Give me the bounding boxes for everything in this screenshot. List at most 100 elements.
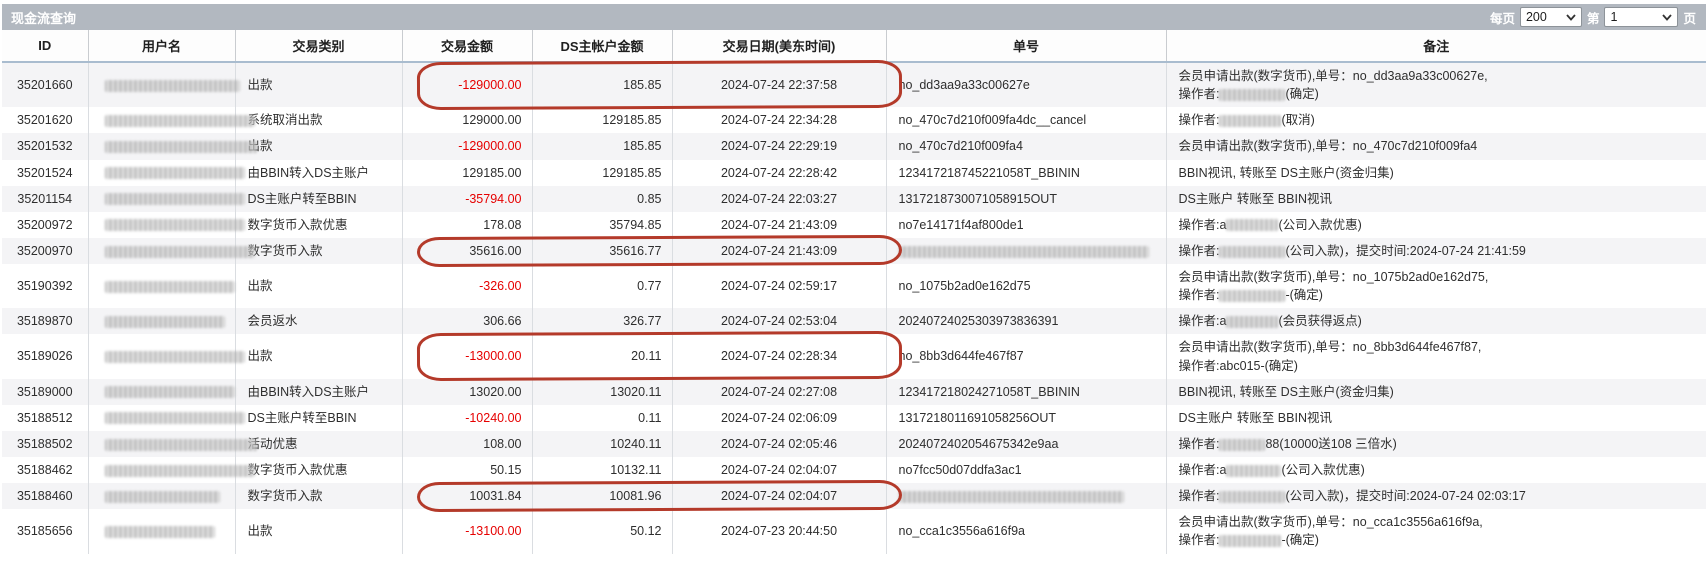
cell-date: 2024-07-24 02:28:34 bbox=[416, 331, 902, 382]
column-header-ds: DS主帐户金额 bbox=[531, 30, 672, 63]
cell-id: 35188462 bbox=[16, 463, 73, 477]
redacted-blur bbox=[1226, 315, 1279, 328]
cell-date: 2024-07-24 22:28:42 bbox=[671, 159, 886, 186]
cell-order bbox=[885, 483, 1166, 510]
cell-user bbox=[87, 404, 245, 431]
redacted-blur bbox=[104, 438, 257, 451]
cell-date: 2024-07-24 02:04:07 bbox=[416, 480, 902, 513]
cash-flow-table: ID 用户名 交易类别 交易金额 DS主帐户金额 交易日期(美东时间) 单号 备注 35201… bbox=[2, 30, 1706, 554]
table-row: 35188462 数字货币入款优惠 50.15 10132.11 2024-07-24 … bbox=[2, 457, 1706, 484]
cell-id: 35201532 bbox=[16, 139, 73, 154]
cell-type: DS主账户转至BBIN bbox=[234, 404, 402, 431]
cell-id: 35185656 bbox=[16, 524, 73, 539]
cell-order: no_cca1c3556a616f9a bbox=[885, 509, 1166, 554]
cell-id: 35200970 bbox=[16, 243, 73, 258]
redacted-blur bbox=[104, 412, 245, 425]
cell-ds: 35616.77 bbox=[531, 237, 672, 264]
redacted-blur bbox=[1219, 438, 1266, 451]
cell-user bbox=[87, 308, 235, 335]
cell-amount: 178.08 bbox=[401, 211, 532, 238]
table-row: 35200972 数字货币入款优惠 178.08 35794.85 2024-07-24… bbox=[2, 211, 1706, 238]
cell-type: 出款 bbox=[234, 62, 402, 108]
cell-type: 数字货币入款 bbox=[234, 483, 402, 510]
cell-amount: 306.66 bbox=[401, 308, 532, 335]
table-row: 35189026 出款 -13000.00 20.11 2024-07-24 02:28… bbox=[2, 331, 1706, 382]
cell-type: DS主账户转至BBIN bbox=[234, 185, 402, 212]
redacted-blur bbox=[104, 245, 255, 258]
cell-id: 35189870 bbox=[16, 314, 73, 329]
cell-type: 出款 bbox=[234, 334, 402, 379]
cell-remark: DS主账户 转账至 BBIN视讯 bbox=[1165, 404, 1706, 431]
table-row: 35188460 数字货币入款 10031.84 10081.96 2024-07-24… bbox=[2, 480, 1706, 513]
cell-type: 出款 bbox=[234, 133, 402, 160]
cell-amount: -35794.00 bbox=[401, 185, 532, 212]
per-page-select[interactable]: 200 bbox=[1519, 7, 1582, 27]
table-row: 35201154 DS主账户转至BBIN -35794.00 0.85 2024-07-… bbox=[2, 185, 1706, 212]
cell-ds: 20.11 bbox=[531, 334, 672, 379]
table-row: 35185656 出款 -13100.00 50.12 2024-07-23 20:44… bbox=[2, 509, 1706, 554]
cell-ds: 10132.11 bbox=[531, 457, 672, 484]
cell-id: 35201154 bbox=[17, 191, 73, 206]
redacted-blur bbox=[104, 386, 235, 399]
cell-order: 20240724025303973836391 bbox=[885, 308, 1166, 335]
cell-amount: -129000.00 bbox=[401, 62, 532, 108]
cash-flow-query-page: 现金流查询 每页 200 第 1 页 ID 用户名 交易类别 交易金额 DS主帐户金额交… bbox=[2, 4, 1706, 554]
cell-user bbox=[87, 483, 235, 510]
column-header-type: 交易类别 bbox=[234, 30, 402, 63]
table-header-row: ID 用户名 交易类别 交易金额 DS主帐户金额 交易日期(美东时间) 单号 备注 bbox=[2, 30, 1706, 63]
redacted-blur bbox=[104, 114, 255, 127]
column-header-amount: 交易金额 bbox=[401, 30, 532, 63]
redacted-blur bbox=[104, 315, 225, 328]
redacted-blur bbox=[104, 280, 235, 293]
cell-id: 35188512 bbox=[16, 410, 73, 425]
cell-date: 2024-07-24 22:37:58 bbox=[416, 59, 902, 111]
cell-date: 2024-07-24 22:03:27 bbox=[671, 185, 886, 212]
table-row: 35188512 DS主账户转至BBIN -10240.00 0.11 2024-07-… bbox=[2, 404, 1706, 431]
cell-date: 2024-07-24 02:27:08 bbox=[671, 378, 886, 405]
cell-remark: 操作者:a (公司入款优惠) bbox=[1165, 211, 1706, 238]
cell-ds: 10240.11 bbox=[531, 430, 672, 457]
cell-ds: 326.77 bbox=[531, 308, 672, 335]
cell-order: no_8bb3d644fe467f87 bbox=[885, 334, 1166, 379]
cell-remark: 会员申请出款(数字货币),单号：no_dd3aa9a33c00627e, 操作者:… bbox=[1165, 62, 1706, 108]
redacted-blur bbox=[104, 167, 245, 180]
cell-id: 35201524 bbox=[16, 165, 73, 180]
cell-user bbox=[87, 211, 245, 238]
redacted-blur bbox=[104, 351, 245, 364]
cell-ds: 35794.85 bbox=[531, 211, 672, 238]
cell-amount: 50.15 bbox=[401, 457, 532, 484]
table-row: 35201660 出款 -129000.00 185.85 2024-07-24 22:… bbox=[2, 59, 1706, 111]
cell-date: 2024-07-24 02:05:46 bbox=[671, 430, 886, 457]
cell-date: 2024-07-24 02:53:04 bbox=[671, 308, 886, 335]
redacted-blur bbox=[1219, 289, 1286, 302]
cell-amount: 129000.00 bbox=[401, 107, 532, 134]
cell-remark: 操作者: (公司入款)，提交时间:2024-07-24 02:03:17 bbox=[1165, 483, 1706, 510]
cell-amount: 13020.00 bbox=[401, 378, 532, 405]
cell-type: 由BBIN转入DS主账户 bbox=[234, 378, 402, 405]
cell-id: 35201620 bbox=[16, 113, 73, 128]
table-row: 35190392 出款 -326.00 0.77 2024-07-24 02:59:17… bbox=[2, 264, 1706, 309]
redacted-blur bbox=[1226, 464, 1282, 477]
cell-amount: -10240.00 bbox=[401, 404, 532, 431]
redacted-blur bbox=[1219, 535, 1282, 548]
cell-user bbox=[87, 509, 235, 554]
cell-order: 123417218745221058T_BBININ bbox=[885, 159, 1166, 186]
cell-id: 35188460 bbox=[16, 489, 73, 504]
page-number-value: 1 bbox=[1610, 10, 1618, 24]
cell-id: 35189000 bbox=[16, 384, 73, 399]
table-row: 35188502 活动优惠 108.00 10240.11 2024-07-24 02:… bbox=[2, 430, 1706, 457]
cell-remark: DS主账户 转账至 BBIN视讯 bbox=[1165, 185, 1706, 212]
cell-user bbox=[87, 264, 235, 309]
cell-ds: 13020.11 bbox=[531, 378, 672, 405]
cell-user bbox=[87, 334, 245, 379]
cell-ds: 0.85 bbox=[531, 185, 672, 212]
redacted-blur bbox=[1219, 114, 1282, 127]
cell-ds: 129185.85 bbox=[531, 107, 672, 134]
cell-id: 35190392 bbox=[16, 279, 73, 294]
column-header-date: 交易日期(美东时间) bbox=[671, 30, 886, 63]
redacted-blur bbox=[104, 526, 215, 539]
cell-date: 2024-07-24 02:06:09 bbox=[671, 404, 886, 431]
cell-order bbox=[885, 237, 1166, 264]
cell-ds: 129185.85 bbox=[531, 159, 672, 186]
page-number-select[interactable]: 1 bbox=[1604, 7, 1679, 27]
